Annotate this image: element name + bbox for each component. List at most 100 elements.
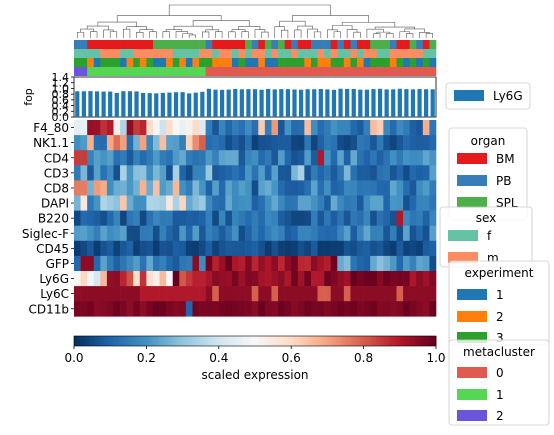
annotation-cell <box>251 40 259 49</box>
heatmap-cell <box>403 240 410 257</box>
annotation-cell <box>337 67 345 76</box>
heatmap-cell <box>278 135 285 151</box>
heatmap-cell <box>192 120 200 136</box>
annotation-cell <box>310 49 318 58</box>
colorbar-segment <box>402 336 407 346</box>
heatmap-cell <box>284 180 292 196</box>
heatmap-cell <box>310 210 318 226</box>
annotation-cell <box>133 40 141 49</box>
heatmap-cell <box>363 286 371 302</box>
annotation-cell <box>93 58 101 67</box>
heatmap-cell <box>80 286 88 302</box>
heatmap-cell <box>357 210 364 226</box>
heatmap-cell <box>264 286 272 302</box>
heatmap-cell <box>139 240 147 257</box>
colorbar-segment <box>251 336 256 346</box>
colorbar-segment <box>288 336 292 346</box>
heatmap-cell <box>389 301 397 317</box>
heatmap-cell <box>310 180 318 196</box>
heatmap-cell <box>291 195 299 211</box>
heatmap-cell <box>409 150 417 166</box>
heatmap-cell <box>409 165 417 181</box>
annotation-cell <box>166 67 174 76</box>
annotation-cell <box>350 67 358 76</box>
annotation-cell <box>264 67 272 76</box>
heatmap-cell <box>330 210 338 226</box>
colorbar-segment <box>429 336 434 346</box>
heatmap-cell <box>126 301 134 317</box>
colorbar-segment <box>86 336 90 346</box>
colorbar-segment <box>173 336 177 346</box>
heatmap-cell <box>383 286 391 302</box>
annotation-cell <box>192 49 200 58</box>
dendrogram-link <box>254 29 266 38</box>
heatmap-cell <box>337 286 345 302</box>
heatmap-cell <box>278 165 285 181</box>
dendrogram-link <box>173 25 213 30</box>
legend-title: organ <box>471 134 506 148</box>
heatmap-cell <box>159 225 167 242</box>
heatmap-cell <box>363 150 371 166</box>
dendrogram-link <box>353 31 361 38</box>
colorbar-segment <box>95 336 99 346</box>
annotation-cell <box>258 40 266 49</box>
heatmap-cell <box>343 271 351 287</box>
heatmap-cell <box>396 120 404 136</box>
annotation-cell <box>238 49 246 58</box>
annotation-cell <box>126 67 134 76</box>
annotation-cell <box>225 58 233 67</box>
heatmap-cell <box>291 135 299 151</box>
dendrogram-link <box>80 28 95 33</box>
colorbar-segment <box>348 336 352 346</box>
heatmap-cell <box>278 225 285 242</box>
annotation-cell <box>409 40 417 49</box>
heatmap-cell <box>139 180 147 196</box>
heatmap-cell <box>258 225 266 242</box>
heatmap-cell <box>100 210 108 226</box>
heatmap-cell <box>166 255 174 272</box>
dendrogram-link <box>149 31 157 38</box>
heatmap-cell <box>251 180 259 196</box>
heatmap-cell <box>166 195 174 211</box>
annotation-cell <box>192 67 200 76</box>
annotation-cell <box>238 40 246 49</box>
legend-swatch <box>457 175 487 186</box>
heatmap-cell <box>199 120 206 136</box>
heatmap-cell <box>212 150 220 166</box>
heatmap-cell <box>74 180 81 196</box>
annotation-cell <box>284 40 292 49</box>
heatmap-cell <box>310 301 318 317</box>
annotation-cell <box>185 40 193 49</box>
heatmap-cell <box>251 165 259 181</box>
fop-bar <box>108 91 113 117</box>
heatmap-cell <box>284 150 292 166</box>
heatmap-cell <box>113 120 121 136</box>
heatmap-cell <box>324 286 331 302</box>
heatmap-cell <box>330 135 338 151</box>
heatmap-cell <box>113 271 121 287</box>
annotation-cell <box>278 49 285 58</box>
heatmap-cell <box>152 240 160 257</box>
expression-heatmap <box>74 120 437 317</box>
heatmap-cell <box>100 225 108 242</box>
heatmap-cell <box>389 210 397 226</box>
colorbar-segment <box>372 336 377 346</box>
heatmap-cell <box>396 255 404 272</box>
annotation-cell <box>350 40 358 49</box>
heatmap-cell <box>317 210 325 226</box>
annotation-cell <box>422 58 430 67</box>
colorbar-segment <box>176 336 180 346</box>
row-label: Ly6G <box>39 272 69 286</box>
heatmap-cell <box>251 286 259 302</box>
annotation-cell <box>297 67 305 76</box>
row-label: Ly6C <box>40 287 69 301</box>
heatmap-cell <box>172 240 180 257</box>
heatmap-cell <box>231 301 239 317</box>
heatmap-cell <box>126 120 134 136</box>
heatmap-cell <box>271 165 279 181</box>
heatmap-cell <box>343 195 351 211</box>
heatmap-cell <box>231 165 239 181</box>
heatmap-cell <box>403 255 410 272</box>
heatmap-cell <box>284 225 292 242</box>
heatmap-cell <box>245 210 253 226</box>
